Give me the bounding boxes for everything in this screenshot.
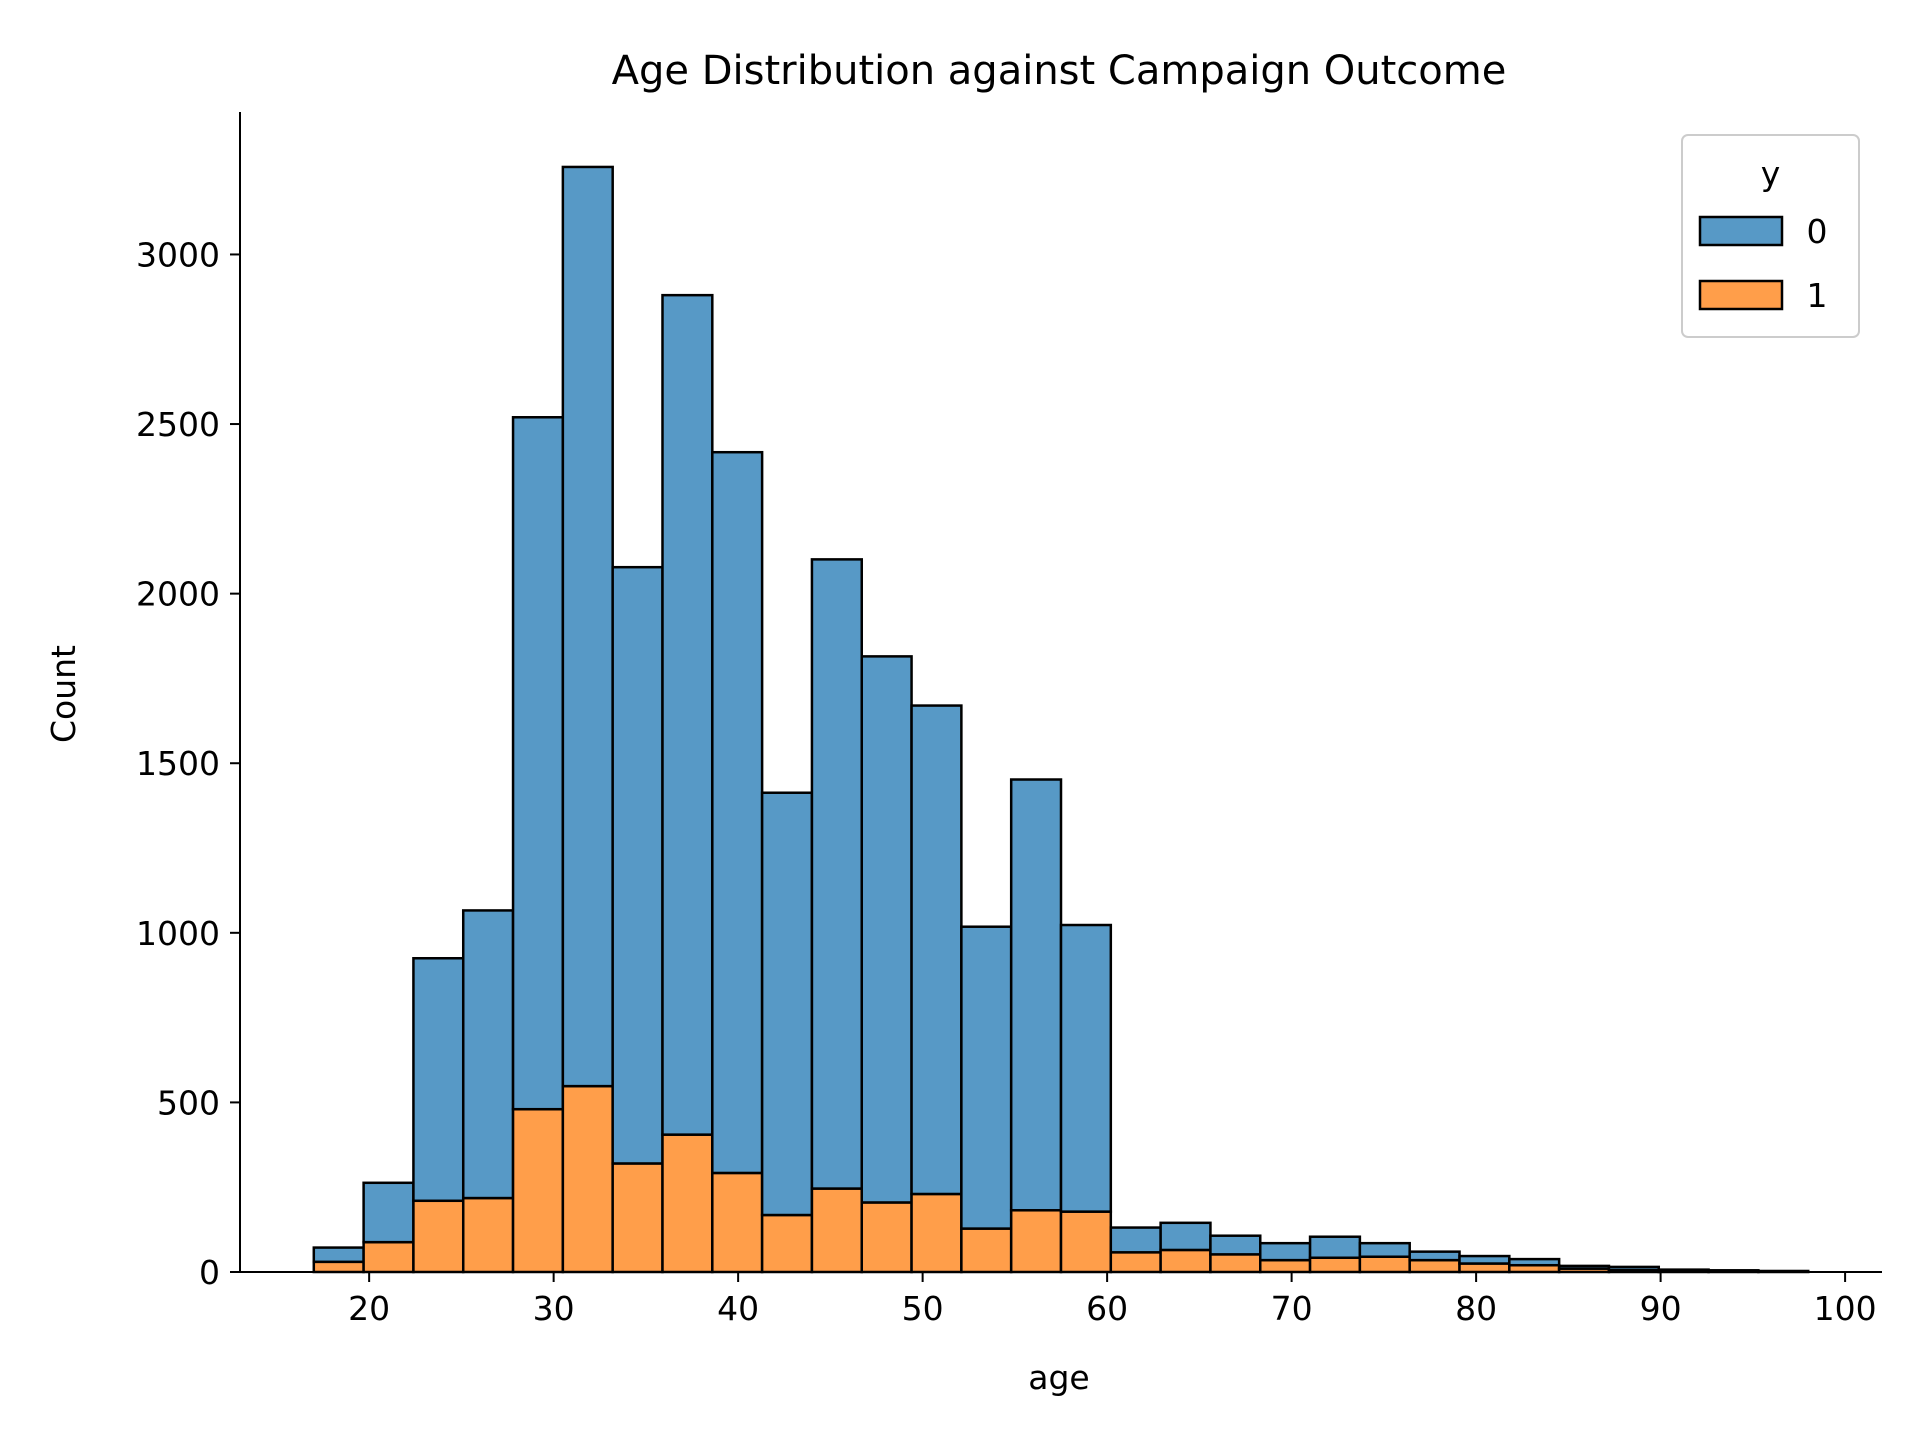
bar-y0-bin-26: [1609, 1267, 1659, 1270]
x-tick-label-30: 30: [533, 1289, 575, 1328]
bar-y1-bin-20: [1310, 1258, 1360, 1272]
bar-y1-bin-6: [613, 1163, 663, 1272]
bar-y0-bin-6: [613, 567, 663, 1163]
bar-y0-bin-3: [463, 910, 513, 1198]
bar-y0-bin-8: [712, 452, 762, 1173]
y-tick-label-3000: 3000: [136, 235, 220, 274]
bar-y1-bin-14: [1011, 1210, 1061, 1272]
bar-y1-bin-5: [563, 1086, 613, 1272]
bar-y0-bin-17: [1161, 1223, 1211, 1250]
bar-y1-bin-11: [862, 1202, 912, 1272]
bar-y1-bin-9: [762, 1215, 812, 1272]
x-tick-label-90: 90: [1640, 1289, 1682, 1328]
x-tick-label-20: 20: [348, 1289, 390, 1328]
bar-y1-bin-0: [314, 1262, 364, 1272]
x-tick-label-100: 100: [1814, 1289, 1877, 1328]
bar-y0-bin-27: [1659, 1270, 1709, 1271]
bar-y1-bin-18: [1210, 1254, 1260, 1272]
bar-y0-bin-12: [912, 706, 962, 1194]
bar-y0-bin-21: [1360, 1243, 1410, 1257]
bar-y1-bin-7: [662, 1135, 712, 1272]
bar-y0-bin-19: [1260, 1243, 1310, 1260]
legend[interactable]: y0 1: [1682, 135, 1859, 337]
bar-y0-bin-7: [662, 295, 712, 1134]
y-tick-label-1000: 1000: [136, 914, 220, 953]
legend-label-1: 1: [1807, 276, 1828, 315]
bar-y0-bin-2: [413, 958, 463, 1201]
bar-y0-bin-1: [364, 1183, 414, 1242]
bar-y0-bin-4: [513, 417, 563, 1109]
bar-y0-bin-13: [961, 927, 1011, 1229]
bar-y0-bin-9: [762, 793, 812, 1215]
bar-y1-bin-13: [961, 1229, 1011, 1272]
bar-y1-bin-23: [1460, 1264, 1510, 1272]
bar-y1-bin-16: [1111, 1252, 1161, 1272]
bar-y0-bin-10: [812, 559, 862, 1188]
y-tick-label-2000: 2000: [136, 575, 220, 614]
bar-y0-bin-25: [1559, 1266, 1609, 1269]
bar-y0-bin-15: [1061, 925, 1111, 1212]
bar-y1-bin-2: [413, 1201, 463, 1272]
bar-y1-bin-12: [912, 1194, 962, 1272]
bar-y0-bin-24: [1509, 1259, 1559, 1265]
legend-label-0: 0: [1807, 212, 1828, 251]
x-tick-label-50: 50: [902, 1289, 944, 1328]
x-tick-label-60: 60: [1086, 1289, 1128, 1328]
y-tick-label-1500: 1500: [136, 744, 220, 783]
y-tick-label-2500: 2500: [136, 405, 220, 444]
y-axis-label: Count: [44, 645, 83, 743]
bar-y0-bin-23: [1460, 1256, 1510, 1263]
bar-y1-bin-15: [1061, 1212, 1111, 1272]
bar-y0-bin-11: [862, 656, 912, 1202]
bar-y0-bin-18: [1210, 1236, 1260, 1255]
bar-y0-bin-5: [563, 167, 613, 1086]
bar-y0-bin-22: [1410, 1252, 1460, 1260]
bar-y1-bin-21: [1360, 1257, 1410, 1272]
bar-y1-bin-8: [712, 1173, 762, 1272]
bar-y0-bin-14: [1011, 780, 1061, 1211]
y-tick-label-0: 0: [199, 1253, 220, 1292]
bar-y0-bin-16: [1111, 1228, 1161, 1253]
bar-y1-bin-1: [364, 1242, 414, 1272]
bar-y1-bin-19: [1260, 1260, 1310, 1272]
bar-y1-bin-3: [463, 1198, 513, 1272]
bar-y1-bin-17: [1161, 1250, 1211, 1272]
bar-y0-bin-0: [314, 1248, 364, 1262]
legend-swatch-0: [1700, 217, 1782, 245]
legend-swatch-1: [1700, 281, 1782, 309]
x-axis-label: age: [1028, 1358, 1089, 1397]
bar-y0-bin-20: [1310, 1237, 1360, 1258]
x-tick-label-80: 80: [1455, 1289, 1497, 1328]
legend-title: y: [1761, 154, 1781, 193]
bars-layer: [314, 167, 1808, 1272]
bar-y1-bin-4: [513, 1109, 563, 1272]
bar-y1-bin-22: [1410, 1260, 1460, 1272]
x-tick-label-40: 40: [717, 1289, 759, 1328]
bar-y1-bin-10: [812, 1189, 862, 1272]
x-tick-label-70: 70: [1271, 1289, 1313, 1328]
y-tick-label-500: 500: [157, 1083, 220, 1122]
chart-title: Age Distribution against Campaign Outcom…: [612, 48, 1507, 94]
